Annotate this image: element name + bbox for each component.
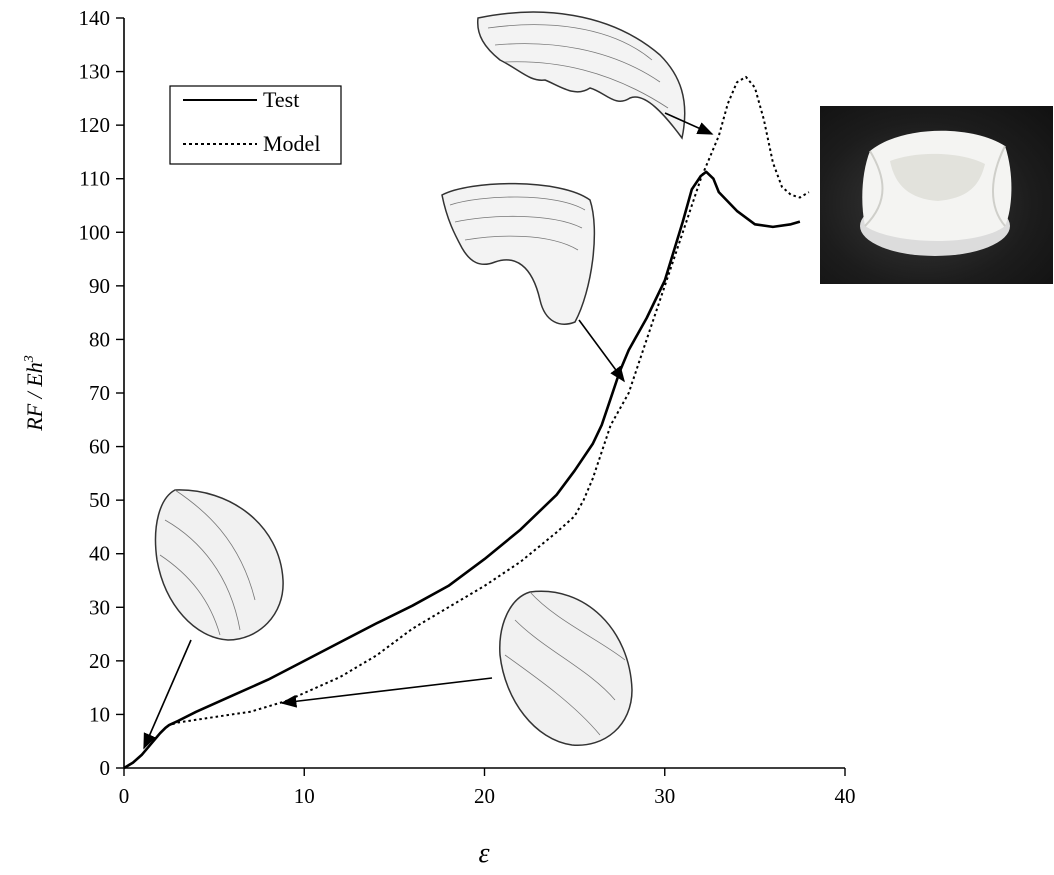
x-axis-label: ε — [478, 838, 489, 869]
y-tick-label: 30 — [89, 595, 110, 619]
y-axis-label-sup: 3 — [22, 355, 37, 363]
mesh-illustration-right — [499, 590, 633, 746]
axes — [123, 18, 845, 769]
y-tick-label: 10 — [89, 702, 110, 726]
y-tick-label: 20 — [89, 649, 110, 673]
legend-label-test: Test — [263, 87, 299, 112]
y-tick-label: 110 — [79, 167, 110, 191]
mesh-illustration-middle — [441, 182, 596, 325]
y-tick-label: 40 — [89, 542, 110, 566]
y-tick-label: 50 — [89, 488, 110, 512]
y-tick-label: 100 — [79, 220, 111, 244]
mesh-illustration-left — [154, 489, 284, 641]
arrow-left — [143, 639, 192, 750]
arrow-top — [664, 112, 714, 135]
arrow-middle — [578, 319, 625, 383]
y-tick-label: 120 — [79, 113, 111, 137]
y-tick-label: 80 — [89, 327, 110, 351]
x-tick-label: 0 — [119, 784, 130, 808]
y-tick-label: 140 — [79, 6, 111, 30]
legend-label-model: Model — [263, 131, 320, 156]
tick-layer: 0 10 20 30 40 50 60 70 80 90 100 110 120 130 140 0 10 20 3… — [79, 6, 856, 808]
y-tick-label: 0 — [100, 756, 111, 780]
y-tick-label: 90 — [89, 274, 110, 298]
series-layer — [123, 75, 810, 770]
x-tick-label: 10 — [294, 784, 315, 808]
x-tick-label: 30 — [654, 784, 675, 808]
specimen-photo — [820, 106, 1053, 284]
x-tick-label: 20 — [474, 784, 495, 808]
series-line-test — [123, 170, 801, 770]
series-line-model — [123, 75, 810, 769]
y-axis-label-base: RF / Eh — [22, 362, 47, 431]
arrow-right — [280, 677, 493, 708]
annotation-arrows — [143, 112, 714, 750]
y-axis-label: RF / Eh3 — [22, 355, 47, 431]
x-tick-label: 40 — [835, 784, 856, 808]
y-tick-label: 130 — [79, 60, 111, 84]
mesh-illustration-top — [477, 11, 686, 140]
y-tick-label: 70 — [89, 381, 110, 405]
legend: Test Model — [169, 85, 342, 165]
y-tick-label: 60 — [89, 435, 110, 459]
specimen-photo-drawing — [860, 130, 1012, 256]
